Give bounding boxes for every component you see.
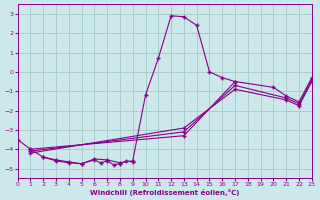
X-axis label: Windchill (Refroidissement éolien,°C): Windchill (Refroidissement éolien,°C) [90, 189, 239, 196]
